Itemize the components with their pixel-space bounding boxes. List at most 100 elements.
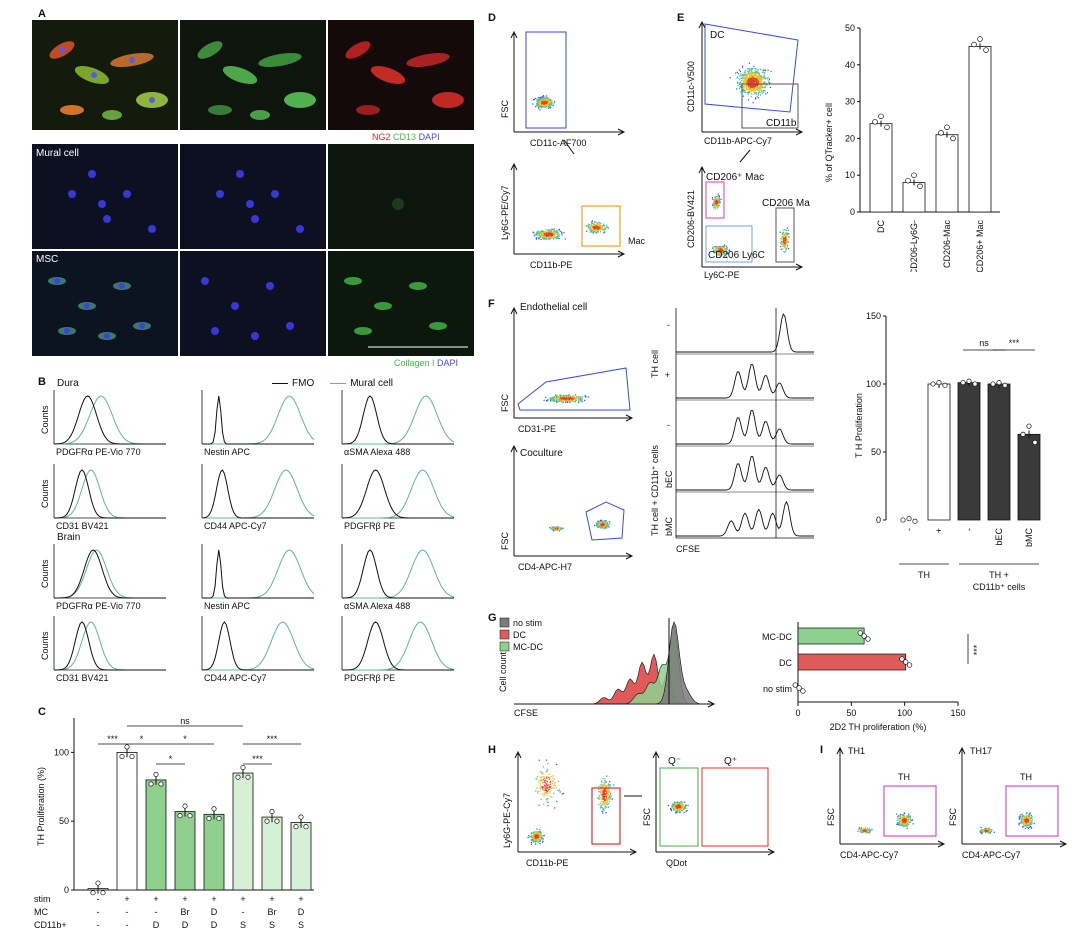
c-cd11b-label: D <box>211 920 218 930</box>
hist-fmo-curve <box>342 621 454 671</box>
d-bot-x-head <box>617 250 626 258</box>
hist-fmo-curve <box>202 549 314 599</box>
panel-label-d: D <box>488 12 496 24</box>
micrograph-ng2 <box>328 20 474 130</box>
c-row-cd11b: CD11b+ <box>34 920 67 930</box>
hist-marker-label: Nestin APC <box>204 447 251 457</box>
micrograph-mural-2 <box>180 144 326 249</box>
row-label-msc: MSC <box>36 254 59 265</box>
panel-i: TH1 TH FSC CD4-APC-Cy7 TH17 TH FSC CD4-APC-Cy7 <box>826 744 1076 874</box>
hist-g: no stim DC MC-DC Cell count CFSE <box>498 617 716 718</box>
hist-fmo-curve <box>53 395 166 445</box>
c-point <box>293 824 299 830</box>
h-gate-qpos-label: Q⁺ <box>724 756 737 767</box>
panel-g-chart: 0 50 100 150 2D2 TH proliferation (%) MC-DC DC… <box>740 612 1030 732</box>
g-point <box>857 630 863 636</box>
hist-mural-curve <box>54 621 166 671</box>
f-ytick-label: 50 <box>871 447 881 457</box>
f-point <box>900 517 906 523</box>
c-stim-label: + <box>298 894 303 904</box>
e-gate-cd11b <box>741 83 799 129</box>
g-point <box>903 659 909 665</box>
e-point <box>911 172 917 178</box>
f-top-x-head <box>625 414 634 422</box>
fh-label-plus: + <box>665 370 670 380</box>
panel-f-hist: - + - bEC bMC TH cell TH cell + CD11b⁺ cells CF… <box>640 298 820 578</box>
e-bot-dots-2 <box>711 244 731 258</box>
f-gate-endo <box>517 367 631 411</box>
e-top-xlabel: CD11b-APC-Cy7 <box>704 136 772 146</box>
c-point <box>211 806 217 812</box>
c-point <box>187 813 193 819</box>
e-bar <box>935 134 959 213</box>
e-gate-neg-label: CD206 Mac <box>762 198 810 209</box>
h-gate-qneg-label: Q⁻ <box>668 756 681 767</box>
f-point <box>1020 431 1026 437</box>
f-sig-2: *** <box>1009 338 1020 348</box>
panel-f-flow: Endothelial cell FSC CD31-PE Coculture FSC CD… <box>496 298 646 578</box>
c-point <box>303 824 309 830</box>
c-sig-label: * <box>140 734 144 744</box>
h-right-xlabel: QDot <box>666 858 688 868</box>
h-right-dots <box>667 801 689 814</box>
d-top-dots <box>532 95 556 111</box>
i-xlabel: CD4-APC-Cy7 <box>962 850 1021 860</box>
e-xtick-label: CD206+ Mac <box>975 220 985 272</box>
d-top-xlabel: CD11c-AF700 <box>530 138 586 148</box>
chart-g: 0 50 100 150 2D2 TH proliferation (%) MC-DC DC… <box>762 622 982 732</box>
h-left-x-head <box>629 848 638 856</box>
c-point <box>153 771 159 777</box>
c-point <box>148 781 154 787</box>
c-cd11b-label: D <box>153 920 160 930</box>
d-bot-y-head <box>510 162 518 171</box>
e-bar <box>869 123 893 213</box>
c-stim-label: - <box>97 894 100 904</box>
panel-d: FSC CD11c-AF700 Mac Ly6G-PE/Cy7 CD11b-PE <box>496 22 656 272</box>
g-point <box>800 688 806 694</box>
hist-marker-label: CD31 BV421 <box>56 673 109 683</box>
c-point <box>269 809 275 815</box>
hist-marker-label: PDGFRα PE-Vio 770 <box>56 447 141 457</box>
hist-fmo-curve <box>201 621 314 671</box>
fh-curve <box>676 364 814 399</box>
e-point <box>971 41 977 48</box>
d-bot-ylabel: Ly6G-PE/Cy7 <box>500 185 510 240</box>
c-point <box>240 764 246 771</box>
c-mc-label: - <box>155 907 158 917</box>
e-point <box>938 130 944 136</box>
d-arrow <box>563 139 575 155</box>
c-ytick-label: 50 <box>59 816 69 826</box>
c-sig-label: *** <box>107 734 118 744</box>
c-point <box>177 813 183 819</box>
legend-dapi: DAPI <box>418 132 440 142</box>
hist-ylabel: Counts <box>40 559 50 588</box>
hist-marker-label: CD44 APC-Cy7 <box>204 521 267 531</box>
panel-label-b: B <box>38 376 46 388</box>
c-cd11b-label: D <box>182 920 189 930</box>
hist-mural-curve <box>342 395 455 445</box>
e-bot-ylabel: CD206-BV421 <box>686 190 696 248</box>
f-bot-xlabel: CD4-APC-H7 <box>518 562 572 572</box>
c-ytick-label: 100 <box>54 747 69 757</box>
chart-e: 0 10 20 30 40 50 % of QTracker+ cell DC CD206-Ly… <box>824 23 1000 275</box>
c-stim-label: + <box>240 894 245 904</box>
c-point <box>100 890 106 896</box>
g-xtick-label: 150 <box>950 708 965 718</box>
e-gate-ly6c-label: CD206 Ly6C <box>708 250 765 261</box>
panel-e-chart: 0 10 20 30 40 50 % of QTracker+ cell DC CD206-Ly… <box>820 12 1010 275</box>
c-mc-label: Br <box>268 907 277 917</box>
hist-fmo-curve <box>342 395 454 445</box>
legend-fmo: FMO <box>292 378 315 389</box>
tissue-brain: Brain <box>57 532 81 543</box>
f-point <box>930 381 936 387</box>
e-point <box>977 36 983 42</box>
h-gate-qneg <box>659 767 699 847</box>
panel-f-chart: 0 50 100 150 T H Proliferation - + - bEC bMC ns ***… <box>840 298 1060 598</box>
i-gate <box>883 785 937 837</box>
e-ytick-label: 10 <box>845 170 855 180</box>
f-xtick-label: - <box>904 528 914 531</box>
f-xtick-label: - <box>964 528 974 531</box>
g-ytick-label: MC-DC <box>762 632 792 642</box>
h-right-x-head <box>767 848 776 856</box>
e-gate-pos <box>705 181 725 219</box>
